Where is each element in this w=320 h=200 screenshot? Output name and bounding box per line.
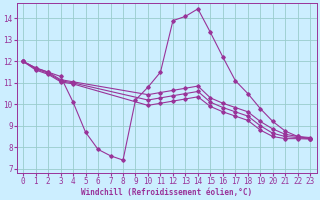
X-axis label: Windchill (Refroidissement éolien,°C): Windchill (Refroidissement éolien,°C) — [81, 188, 252, 197]
